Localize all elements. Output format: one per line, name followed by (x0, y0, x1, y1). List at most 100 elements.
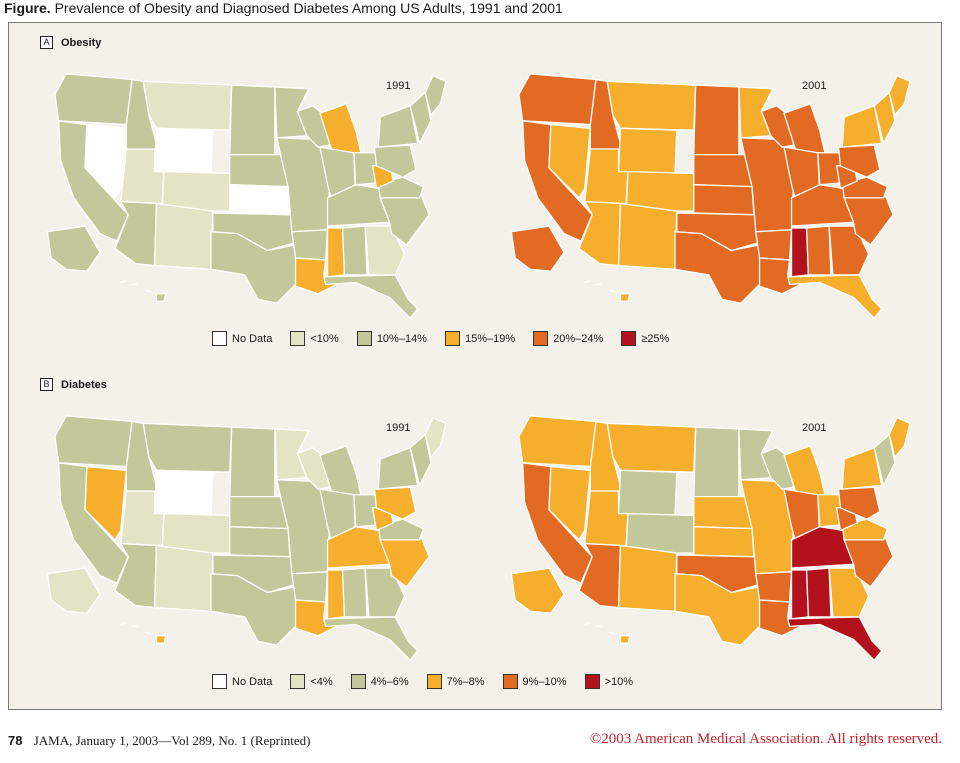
page-number: 78 (8, 733, 23, 748)
state-region-alaska (510, 567, 565, 614)
legend-label: No Data (232, 332, 273, 345)
legend-item: No Data (212, 331, 272, 346)
state-region-arkansas (291, 229, 329, 261)
state-region-texas (210, 573, 302, 646)
state-region-arkansas (755, 229, 793, 261)
legend-label: No Data (232, 675, 273, 688)
state-region-nevada (548, 465, 592, 541)
state-region-new-mexico (617, 202, 678, 270)
state-region-nebraska (693, 495, 753, 530)
map-year-label: 1991 (386, 422, 410, 434)
legend-label: <10% (310, 332, 339, 345)
legend-label: 15%–19% (464, 332, 516, 345)
legend-swatch (212, 674, 227, 689)
legend-swatch (290, 331, 306, 346)
state-region-pacific-nw (518, 73, 597, 126)
state-region-michigan (783, 103, 827, 156)
state-region-alabama (341, 567, 368, 618)
state-region-kansas (229, 526, 291, 558)
state-region-kansas (693, 526, 755, 558)
state-region-dakotas (693, 84, 740, 156)
legend-item: ≥25% (621, 331, 669, 346)
panel-b-header: B Diabetes (40, 378, 107, 391)
legend-item: No Data (212, 674, 272, 689)
state-region-nebraska (229, 495, 289, 530)
state-region-hawaii (584, 621, 631, 644)
page-citation: 78 JAMA, January 1, 2003—Vol 289, No. 1 … (8, 733, 310, 749)
map-diabetes-1991: 1991 (46, 415, 447, 661)
state-region-alaska (46, 567, 101, 614)
state-region-carolinas (843, 537, 894, 588)
state-region-alabama (341, 225, 368, 276)
panel-b-name: Diabetes (61, 378, 107, 391)
state-region-florida (323, 274, 419, 319)
state-region-michigan (783, 445, 827, 498)
legend-item: <4% (290, 674, 333, 689)
state-region-mid-atlantic (837, 144, 881, 178)
panel-a-name: Obesity (61, 36, 102, 49)
state-region-mississippi (790, 569, 810, 620)
legend-swatch (621, 331, 637, 346)
state-region-dakotas (229, 426, 276, 498)
state-region-alabama (805, 225, 832, 276)
state-region-florida (787, 274, 883, 319)
citation-text: JAMA, January 1, 2003—Vol 289, No. 1 (Re… (33, 733, 311, 748)
legend-swatch (290, 674, 306, 689)
legend-label: 4%–6% (370, 675, 409, 688)
legend-obesity: No Data <10% 10%–14% 15%–19% 20%–24% ≥25% (212, 331, 687, 346)
state-region-florida (323, 616, 419, 661)
state-region-florida (787, 616, 883, 661)
state-region-georgia (828, 225, 870, 276)
figure-title-text: Prevalence of Obesity and Diagnosed Diab… (54, 0, 563, 16)
state-region-kansas (693, 184, 755, 216)
state-region-nebraska (229, 153, 289, 188)
legend-label: <4% (310, 675, 333, 688)
state-region-carolinas (379, 195, 430, 246)
legend-swatch (426, 674, 442, 689)
legend-swatch (212, 331, 227, 346)
state-region-pacific-nw (54, 415, 133, 468)
state-region-pacific-nw (518, 415, 597, 468)
state-region-mid-atlantic (837, 486, 881, 520)
state-region-texas (674, 573, 766, 646)
state-region-montana (142, 422, 233, 473)
state-region-wyoming (617, 127, 678, 175)
map-obesity-2001: 2001 (510, 73, 911, 319)
state-region-new-york (377, 447, 419, 490)
state-region-maine (424, 417, 447, 458)
state-region-new-england (873, 433, 896, 487)
state-region-new-york (841, 105, 883, 148)
copyright-notice: ©2003 American Medical Association. All … (589, 731, 942, 747)
map-year-label: 2001 (802, 80, 826, 92)
state-region-michigan (319, 445, 363, 498)
state-region-dakotas (693, 426, 740, 498)
panel-a-letter: A (40, 36, 53, 49)
state-region-michigan (319, 103, 363, 156)
state-region-mississippi (326, 569, 346, 620)
legend-item: 10%–14% (356, 331, 427, 346)
legend-item: <10% (290, 331, 339, 346)
legend-label: ≥25% (641, 332, 670, 345)
state-region-georgia (364, 225, 406, 276)
legend-label: 9%–10% (522, 675, 567, 688)
state-region-nevada (84, 123, 128, 199)
state-region-hawaii (120, 621, 167, 644)
state-region-alabama (805, 567, 832, 618)
legend-swatch (533, 331, 549, 346)
state-region-kansas (229, 184, 291, 216)
legend-diabetes: No Data <4% 4%–6% 7%–8% 9%–10% >10% (212, 674, 651, 689)
state-region-alaska (46, 225, 101, 272)
legend-swatch (584, 674, 600, 689)
legend-item: 4%–6% (350, 674, 409, 689)
state-region-mississippi (326, 227, 346, 278)
legend-label: 7%–8% (446, 675, 485, 688)
state-region-arkansas (291, 571, 329, 603)
legend-label: >10% (604, 675, 634, 688)
state-region-hawaii (584, 279, 631, 302)
state-region-new-england (409, 91, 432, 145)
legend-swatch (356, 331, 372, 346)
state-region-wyoming (617, 469, 678, 517)
legend-swatch (502, 674, 518, 689)
legend-swatch (444, 331, 460, 346)
map-diabetes-2001: 2001 (510, 415, 911, 661)
